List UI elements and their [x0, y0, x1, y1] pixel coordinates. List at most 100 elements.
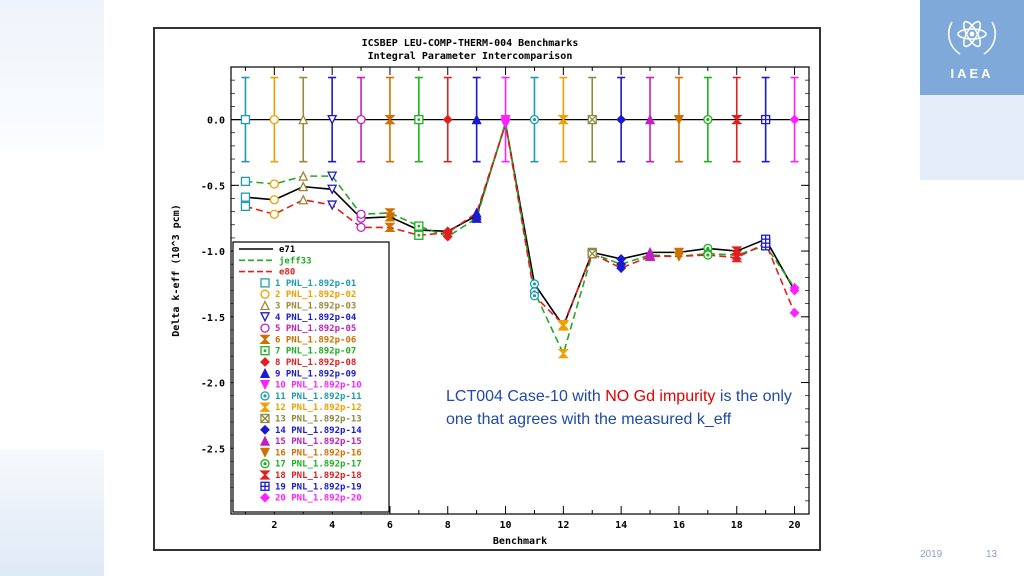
legend-marker-case-15	[259, 435, 271, 446]
point-e80-case-13	[587, 249, 597, 259]
zero-marker-case-2	[269, 114, 279, 125]
point-jeff33-case-9	[471, 212, 482, 223]
point-e80-case-16	[673, 251, 685, 262]
x-tick-label: 16	[673, 520, 685, 531]
point-e80-case-7	[414, 230, 424, 240]
zero-marker-case-18	[731, 114, 743, 125]
legend-marker-case-7	[260, 346, 270, 356]
legend-marker-case-4	[259, 312, 271, 323]
legend-marker-case-3	[259, 300, 271, 311]
legend-label-case-11: 11 PNL_1.892p-11	[275, 392, 362, 402]
legend-marker-case-10	[259, 379, 271, 391]
y-tick-label: -2.5	[201, 444, 225, 455]
logo-text: IAEA	[950, 66, 994, 81]
zero-marker-case-5	[356, 114, 366, 125]
legend-label-e71: e71	[279, 245, 295, 255]
chart-title: ICSBEP LEU-COMP-THERM-004 Benchmarks	[362, 38, 579, 49]
legend-marker-case-9	[259, 367, 271, 378]
zero-marker-case-15	[644, 114, 656, 125]
chart: ICSBEP LEU-COMP-THERM-004 BenchmarksInte…	[171, 38, 810, 547]
x-tick-label: 14	[615, 520, 627, 531]
page-number: 13	[986, 549, 998, 560]
legend-label-case-5: 5 PNL_1.892p-05	[275, 324, 356, 334]
zero-marker-case-9	[471, 114, 482, 125]
legend-marker-case-13	[260, 413, 270, 424]
legend-marker-case-18	[259, 470, 271, 480]
legend-label-jeff33: jeff33	[279, 255, 312, 266]
legend-label-case-2: 2 PNL_1.892p-02	[275, 290, 356, 300]
legend-label-case-10: 10 PNL_1.892p-10	[275, 381, 362, 391]
y-tick-label: -1.0	[201, 247, 225, 258]
annotation-part1: LCT004 Case-10 with	[446, 388, 606, 405]
point-e80-case-19	[761, 238, 771, 248]
zero-marker-case-17	[703, 114, 713, 125]
zero-marker-case-19	[761, 114, 771, 125]
atom-laurel-icon	[947, 20, 997, 55]
point-e80-case-3	[298, 194, 309, 205]
legend-label-case-13: 13 PNL_1.892p-13	[275, 415, 362, 425]
point-jeff33-case-4	[327, 171, 338, 182]
x-tick-label: 8	[445, 520, 451, 531]
point-e80-case-15	[644, 250, 656, 261]
legend-marker-case-12	[259, 402, 271, 412]
legend-label-case-8: 8 PNL_1.892p-08	[275, 358, 356, 368]
iaea-logo: IAEA	[920, 0, 1024, 95]
annotation-part2: is the only one that agrees with the mea…	[446, 388, 792, 428]
point-e71-case-2	[269, 195, 279, 205]
point-jeff33-case-20	[789, 282, 800, 293]
legend-marker-case-16	[259, 447, 271, 458]
point-e80-case-9	[471, 207, 482, 218]
zero-marker-case-16	[673, 114, 685, 126]
zero-marker-case-1	[240, 114, 251, 125]
legend-label-case-17: 17 PNL_1.892p-17	[275, 460, 362, 470]
point-e80-case-14	[616, 263, 627, 274]
x-axis-label: Benchmark	[493, 536, 547, 547]
zero-marker-case-14	[616, 114, 627, 125]
point-e80-case-10	[500, 118, 511, 129]
zero-marker-case-12	[557, 114, 569, 125]
y-axis-label: Delta k-eff (10^3 pcm)	[171, 204, 182, 336]
point-e71-case-4	[327, 184, 338, 195]
legend-label-case-4: 4 PNL_1.892p-04	[275, 313, 357, 323]
point-e71-case-3	[298, 181, 309, 192]
legend-label-case-7: 7 PNL_1.892p-07	[275, 347, 356, 357]
legend-label-case-1: 1 PNL_1.892p-01	[275, 279, 356, 289]
zero-marker-case-4	[327, 114, 338, 126]
legend-box	[232, 241, 390, 513]
legend-label-case-15: 15 PNL_1.892p-15	[275, 437, 362, 447]
series-line-e80	[245, 123, 796, 327]
zero-marker-case-20	[789, 114, 800, 125]
point-e80-case-17	[703, 250, 713, 260]
legend-label-case-19: 19 PNL_1.892p-19	[275, 482, 362, 492]
legend-marker-case-11	[260, 391, 270, 401]
legend-label-case-20: 20 PNL_1.892p-20	[275, 494, 362, 504]
annotation-highlight: NO Gd impurity	[605, 388, 716, 405]
zero-marker-case-8	[442, 114, 453, 125]
point-jeff33-case-6	[384, 208, 396, 218]
point-jeff33-case-2	[269, 179, 279, 189]
y-tick-label: -1.5	[201, 313, 225, 324]
x-tick-label: 18	[731, 520, 743, 531]
zero-marker-case-7	[414, 114, 424, 125]
x-tick-label: 10	[500, 520, 512, 531]
legend-marker-case-17	[260, 459, 270, 469]
point-e71-case-11	[529, 279, 540, 289]
point-e80-case-18	[731, 252, 743, 263]
zero-marker-case-13	[587, 114, 597, 125]
legend-marker-case-14	[260, 424, 270, 435]
point-jeff33-case-5	[356, 209, 366, 219]
legend-label-case-6: 6 PNL_1.892p-06	[275, 335, 356, 345]
x-tick-label: 2	[271, 520, 277, 531]
legend-label-case-16: 16 PNL_1.892p-16	[275, 448, 362, 458]
point-e80-case-1	[240, 201, 251, 212]
point-e80-case-2	[269, 209, 279, 219]
point-e80-case-8	[442, 227, 453, 238]
point-e80-case-4	[327, 200, 338, 211]
point-jeff33-case-1	[240, 176, 251, 187]
y-tick-label: 0.0	[207, 116, 225, 127]
point-e80-case-6	[384, 222, 396, 233]
point-e80-case-5	[356, 222, 366, 233]
point-e80-case-12	[557, 320, 569, 330]
legend-marker-case-20	[260, 492, 270, 503]
legend-label-case-18: 18 PNL_1.892p-18	[275, 471, 362, 481]
